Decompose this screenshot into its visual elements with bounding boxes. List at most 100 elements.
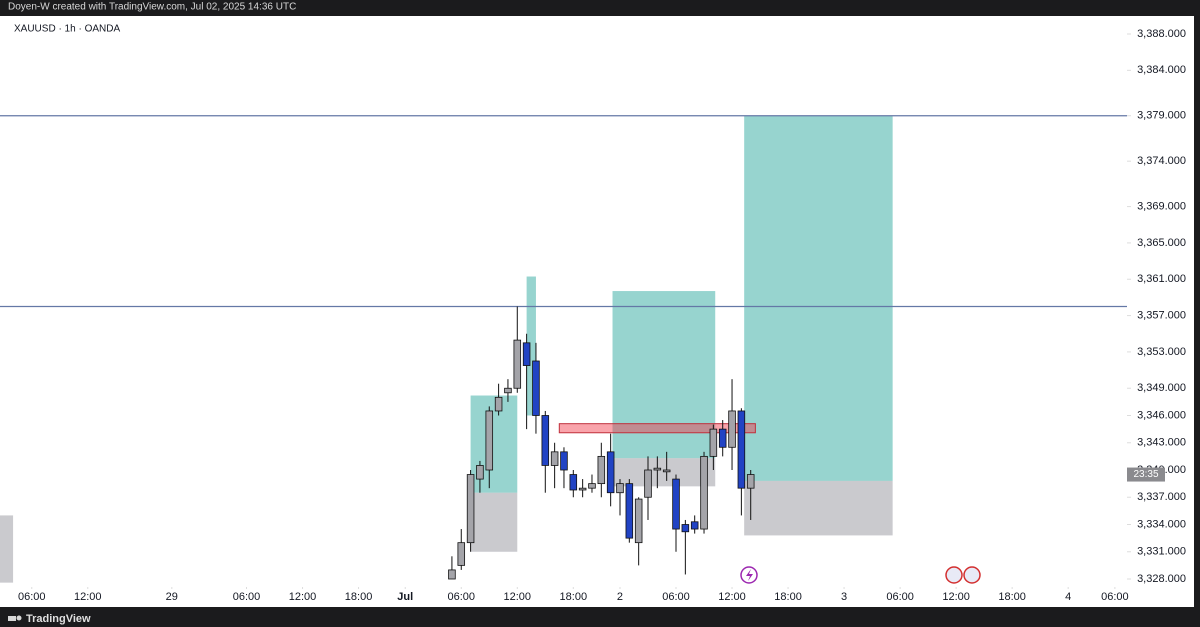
y-tick-label: 3,337.000 [1137,491,1186,503]
candle-body [560,451,568,471]
candle-body [690,521,699,530]
y-tick-label: 3,361.000 [1137,273,1186,285]
y-tick-label: 3,334.000 [1137,518,1186,530]
x-tick-label: 18:00 [774,591,802,603]
y-tick-label: 3,365.000 [1137,237,1186,249]
candle [588,474,596,493]
candle [560,447,568,489]
candle-body [448,569,456,580]
x-tick-label: 06:00 [662,591,690,603]
candle [448,556,456,580]
candle-body [494,396,503,412]
bottom-bar [0,607,1200,627]
chart-title: XAUUSD · 1h · OANDA [14,24,120,35]
x-tick-label: 12:00 [74,591,102,603]
candle-body [569,474,578,491]
y-tick-label: 3,357.000 [1137,309,1186,321]
candle [485,406,494,489]
candle [728,379,736,471]
y-tick-label: 3,349.000 [1137,382,1186,394]
candle-body [700,455,708,530]
candle-body [588,483,596,489]
zone [558,423,756,434]
x-tick-label: 18:00 [560,591,588,603]
position-stop [744,480,893,536]
candle [746,470,755,520]
y-tick-label: 3,346.000 [1137,409,1186,421]
candle [662,451,671,481]
candle [690,515,699,534]
candle-body [513,339,522,389]
candle [457,529,466,570]
candle [616,479,624,516]
candle-body [653,467,662,471]
position-stop [0,515,14,583]
candle-body [672,478,680,530]
candle-body [476,465,484,480]
candle-body [606,451,615,494]
candle-body [681,524,690,533]
candle [569,470,578,498]
x-tick-label: Jul [397,591,413,603]
candle [672,474,680,552]
candle-body [728,410,736,448]
x-tick-label: 2 [617,591,623,603]
candle-body [532,360,540,416]
candle-body [709,428,718,457]
candle [578,479,587,498]
footer: TradingView [26,613,91,625]
top-bar [0,0,1200,16]
x-tick-label: 18:00 [345,591,373,603]
candle [653,456,662,489]
x-tick-label: 12:00 [718,591,746,603]
candle [466,470,475,552]
event-icons [740,566,981,584]
candle-body [597,455,606,485]
y-tick-label: 3,328.000 [1137,573,1186,585]
position-target [612,291,716,459]
candle-body [522,342,531,366]
candle-body [485,410,494,471]
candle-body [746,474,755,489]
candle [700,451,708,534]
candle-body [662,469,671,473]
candle-body [718,428,727,448]
candle-body [644,469,652,498]
plot [0,115,1127,583]
countdown: 23:35 [1133,469,1158,480]
candle [541,410,550,493]
candle-body [625,483,634,539]
candle [606,433,615,507]
x-tick-label: 18:00 [998,591,1026,603]
position-stop [470,492,518,552]
candle [634,497,643,566]
attribution: Doyen-W created with TradingView.com, Ju… [8,2,296,13]
x-tick-label: 4 [1065,591,1071,603]
candle [625,479,634,543]
candle [550,442,559,489]
candle-body [457,542,466,566]
candle [718,420,727,457]
candle [532,342,540,434]
x-tick-label: 12:00 [504,591,532,603]
x-tick-label: 3 [841,591,847,603]
candle [522,333,531,430]
candle-body [504,387,512,394]
position-stop [612,458,716,487]
candle [681,519,690,575]
x-tick-label: 06:00 [233,591,261,603]
x-tick-label: 29 [166,591,178,603]
x-tick-label: 12:00 [289,591,317,603]
candle [737,408,746,516]
y-tick-label: 3,353.000 [1137,346,1186,358]
x-tick-label: 12:00 [942,591,970,603]
y-tick-label: 3,374.000 [1137,155,1186,167]
candle [494,383,503,416]
countdown-box [1127,467,1165,482]
logo [8,615,22,621]
candle-body [634,498,643,544]
x-tick-label: 06:00 [1101,591,1129,603]
chart-area [0,16,1194,607]
